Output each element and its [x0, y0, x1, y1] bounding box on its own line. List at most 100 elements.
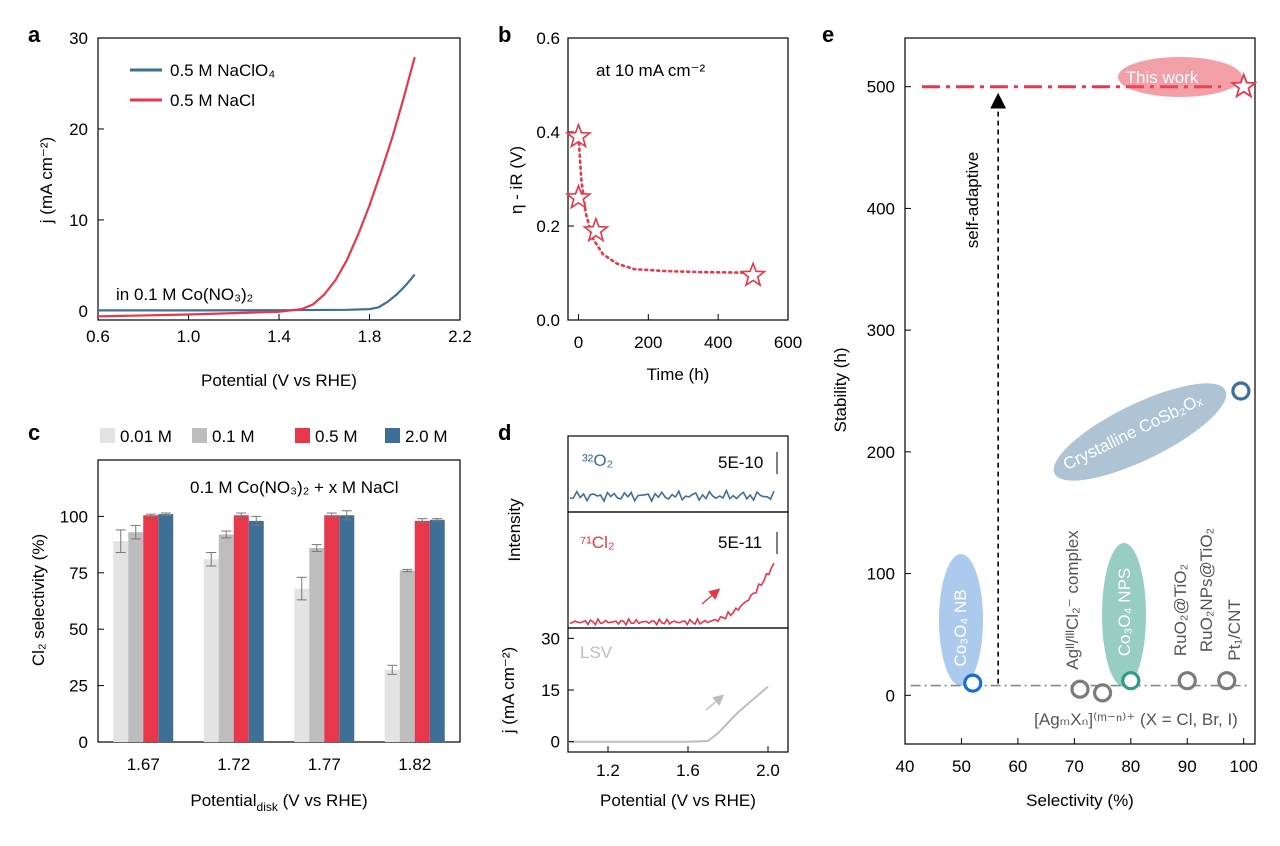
- panel-d-xtick-label: 1.2: [596, 761, 620, 780]
- point-marker: [1217, 671, 1237, 691]
- bar: [309, 547, 325, 742]
- panel-a-ytick-label: 10: [69, 211, 88, 230]
- point-marker: [1121, 671, 1141, 691]
- panel-b-xtick-label: 600: [774, 333, 802, 352]
- panel-a-ytick-label: 0: [79, 302, 88, 321]
- star-point: [564, 183, 593, 210]
- panel-c-xlabel: Potentialdisk (V vs RHE): [190, 791, 367, 814]
- panel-d-xtick-label: 2.0: [756, 761, 780, 780]
- star-point: [739, 261, 767, 287]
- panel-e-ytick-label: 200: [867, 443, 895, 462]
- panel-c-annotation: 0.1 M Co(NO₃)₂ + x M NaCl: [190, 478, 399, 497]
- star-point: [582, 216, 610, 243]
- panel-a-legend: 0.5 M NaClO₄ 0.5 M NaCl: [130, 61, 275, 110]
- panel-e-ytick-label: 500: [867, 78, 895, 97]
- bar: [414, 520, 430, 742]
- o2-label: ³²O₂: [582, 451, 613, 470]
- panel-d-ytick-label: 0: [551, 733, 560, 752]
- legend-swatch: [385, 428, 400, 443]
- cosb-ellipse: [1053, 383, 1227, 481]
- self-adaptive-label: self-adaptive: [963, 152, 982, 248]
- panel-a-xtick-label: 2.2: [448, 327, 472, 346]
- this-work-label: This work: [1126, 68, 1199, 87]
- panel-b: b 0 200 400 600 0.0 0.2 0.4 0.6 at 10 mA cm⁻² T…: [498, 22, 802, 384]
- legend-swatch: [100, 428, 115, 443]
- panel-b-ylabel: η - iR (V): [507, 146, 526, 214]
- cl2-arrow: [701, 588, 721, 605]
- panel-e-xtick-label: 50: [952, 757, 971, 776]
- point-marker: [1070, 679, 1090, 699]
- panel-c-xtick-label: 1.82: [398, 755, 431, 774]
- lsv-label: LSV: [580, 643, 613, 662]
- co3o4-nps-ellipse: [1102, 543, 1146, 687]
- panel-b-xlabel: Time (h): [647, 365, 710, 384]
- panel-b-frame: [567, 37, 789, 321]
- panel-c-ytick-label: 0: [79, 733, 88, 752]
- panel-e-xtick-label: 60: [1008, 757, 1027, 776]
- panel-e-ytick-label: 100: [867, 565, 895, 584]
- o2-scale: 5E-10: [718, 453, 763, 472]
- legend-label: 2.0 M: [405, 427, 448, 446]
- panel-c: c 0.01 M 0.1 M 0.5 M 2.0 M 0 25 50 75 100 1.67 1.…: [28, 420, 461, 814]
- series-line-0-5-m-naclo4: [98, 273, 416, 312]
- bar: [233, 515, 249, 742]
- ruo2nps-tio2-label: RuO₂NPs@TiO₂: [1197, 528, 1216, 652]
- panel-a-xtick-label: 1.8: [358, 327, 382, 346]
- panel-d-xlabel: Potential (V vs RHE): [600, 791, 756, 810]
- panel-b-ytick-label: 0.0: [536, 311, 560, 330]
- panel-e-frame: [904, 37, 1256, 745]
- bar: [113, 541, 129, 742]
- this-work-ellipse: [1118, 57, 1242, 97]
- panel-c-bars: [113, 510, 445, 742]
- panel-d-ylabel-intensity: Intensity: [505, 498, 524, 562]
- cl2-trace: [569, 562, 775, 627]
- co3o4-nb-label: Co₃O₄ NB: [951, 589, 970, 666]
- pt1-cnt-label: Pt₁/CNT: [1225, 599, 1244, 660]
- panel-c-legend: 0.01 M 0.1 M 0.5 M 2.0 M: [100, 427, 448, 446]
- bar: [339, 515, 355, 742]
- star-point: [564, 122, 593, 149]
- legend-label: 0.5 M: [315, 427, 358, 446]
- co3o4-nb-ellipse: [939, 554, 983, 686]
- panel-c-xtick-label: 1.72: [217, 755, 250, 774]
- panel-e-ytick-label: 300: [867, 321, 895, 340]
- panel-e-xtick-label: 100: [1230, 757, 1258, 776]
- panel-d-data: [568, 488, 775, 743]
- panel-b-ytick-label: 0.4: [536, 123, 560, 142]
- panel-b-ytick-label: 0.2: [536, 217, 560, 236]
- co3o4-nps-label: Co₃O₄ NPS: [1115, 568, 1134, 657]
- panel-a-letter: a: [28, 22, 41, 47]
- panel-c-xtick-label: 1.77: [308, 755, 341, 774]
- panel-b-annotation: at 10 mA cm⁻²: [596, 61, 705, 80]
- panel-a: a 0.6 1.0 1.4 1.8 2.2 0 10 20 30 0.5 M NaClO₄ 0.…: [28, 22, 472, 390]
- panel-a-xtick-label: 0.6: [86, 327, 110, 346]
- point-marker: [1177, 671, 1197, 691]
- panel-d-ticks: 1.2 1.6 2.0 0 15 30: [541, 629, 780, 780]
- ag-complex-label: Agᴵᴵ/ᴵᴵᴵCl₂⁻ complex: [1063, 530, 1082, 670]
- bar: [294, 588, 310, 742]
- bar: [158, 514, 174, 742]
- legend-label: 0.1 M: [212, 427, 255, 446]
- panel-e-ytick-label: 0: [886, 686, 895, 705]
- bar: [384, 669, 400, 742]
- panel-b-ytick-label: 0.6: [536, 29, 560, 48]
- panel-e-letter: e: [822, 22, 834, 47]
- legend-swatch: [192, 428, 207, 443]
- panel-e-xtick-label: 80: [1121, 757, 1140, 776]
- panel-d-letter: d: [498, 420, 511, 445]
- panel-e: e 40 50 60 70 80 90 100 0 100 200 300 400 500 self-a…: [822, 22, 1258, 810]
- panel-c-letter: c: [28, 420, 40, 445]
- fit-line: [577, 135, 755, 275]
- bar: [324, 515, 340, 742]
- panel-b-letter: b: [498, 22, 511, 47]
- point-marker: [1092, 683, 1113, 703]
- series-line-0-5-m-nacl: [97, 56, 416, 318]
- panel-d-frame-cl2: [567, 511, 789, 629]
- panel-a-xlabel: Potential (V vs RHE): [201, 371, 357, 390]
- panel-e-xtick-label: 70: [1065, 757, 1084, 776]
- ruo2-tio2-label: RuO₂@TiO₂: [1171, 564, 1190, 656]
- panel-c-ticks: 0 25 50 75 100 1.67 1.72 1.77 1.82: [60, 507, 432, 774]
- panel-b-ticks: 0 200 400 600 0.0 0.2 0.4 0.6: [536, 29, 802, 352]
